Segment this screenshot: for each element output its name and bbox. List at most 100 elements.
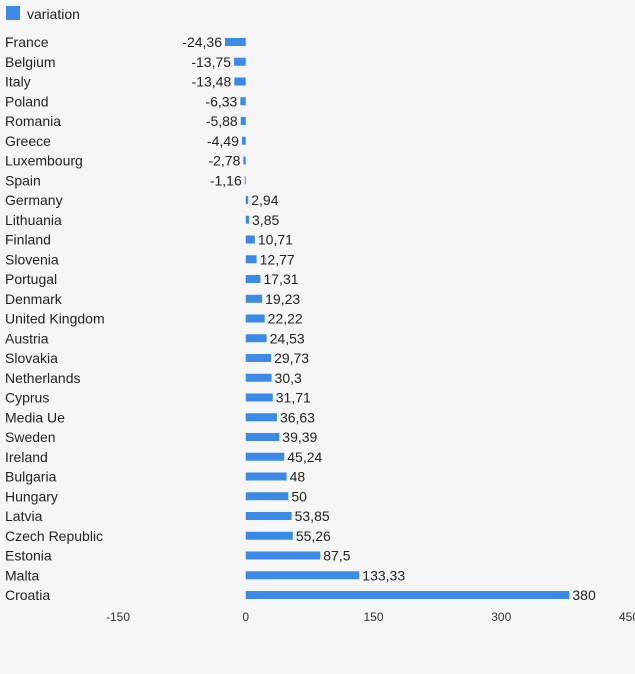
value-label: 380 [572, 587, 596, 603]
category-label: Media Ue [5, 409, 65, 425]
category-label: Italy [5, 74, 31, 90]
value-label: 87,5 [323, 548, 350, 564]
value-label: 31,71 [276, 390, 311, 406]
category-label: Greece [5, 133, 51, 149]
x-axis: -150 0 150 300 450 [106, 610, 635, 624]
bar [245, 452, 285, 461]
value-label: 19,23 [265, 291, 300, 307]
value-label: -2,78 [208, 153, 240, 169]
value-label: 133,33 [362, 567, 405, 583]
bar [245, 531, 293, 540]
category-label: Slovakia [5, 350, 58, 366]
bar [244, 176, 246, 185]
x-tick-label: 450 [619, 610, 635, 624]
category-label: Bulgaria [5, 469, 57, 485]
bar [245, 334, 267, 343]
bar [245, 354, 272, 362]
bar [245, 255, 257, 264]
value-label: -13,48 [192, 74, 232, 90]
category-label: Finland [5, 232, 51, 248]
category-label: France [5, 34, 49, 50]
category-label: Netherlands [5, 370, 81, 386]
bar [245, 373, 272, 382]
category-label: Sweden [5, 429, 56, 445]
x-tick-label: 300 [491, 610, 511, 624]
value-labels: -24,36 -13,75 -13,48 -6,33 -5,88 -4,49 -2,78 -1… [182, 34, 596, 603]
value-label: 55,26 [296, 528, 331, 544]
bar [234, 77, 246, 86]
category-label: Slovenia [5, 251, 59, 267]
value-label: 50 [291, 488, 307, 504]
category-label: Austria [5, 330, 49, 346]
bar [245, 196, 249, 204]
bar [245, 314, 265, 323]
value-label: 2,94 [251, 192, 278, 208]
value-label: 22,22 [268, 311, 303, 327]
bars [225, 38, 570, 599]
category-label: Romania [5, 113, 61, 129]
category-label: Luxembourg [5, 153, 83, 169]
bar [245, 571, 360, 580]
bar [240, 97, 246, 106]
bar [245, 235, 255, 244]
value-label: 30,3 [275, 370, 302, 386]
bar [245, 393, 273, 402]
category-label: Denmark [5, 291, 63, 307]
value-label: 29,73 [274, 350, 309, 366]
category-label: Malta [5, 567, 39, 583]
value-label: 48 [290, 469, 306, 485]
category-label: Hungary [5, 488, 58, 504]
category-label: Spain [5, 172, 41, 188]
category-label: Germany [5, 192, 63, 208]
category-label: Portugal [5, 271, 57, 287]
bar [245, 433, 280, 441]
value-label: 17,31 [263, 271, 298, 287]
value-label: 24,53 [270, 330, 305, 346]
category-label: Ireland [5, 449, 48, 465]
x-tick-label: -150 [106, 610, 130, 624]
bar [241, 136, 246, 145]
bar [245, 215, 250, 224]
bar [234, 57, 246, 66]
value-label: -24,36 [182, 34, 222, 50]
value-label: 39,39 [282, 429, 317, 445]
category-label: Czech Republic [5, 528, 103, 544]
value-label: 12,77 [260, 251, 295, 267]
bar [245, 551, 321, 560]
value-label: 3,85 [252, 212, 279, 228]
value-label: -1,16 [210, 172, 242, 188]
category-label: Cyprus [5, 390, 49, 406]
value-label: -4,49 [207, 133, 239, 149]
category-label: Estonia [5, 548, 52, 564]
bar [245, 275, 261, 283]
bar [245, 492, 289, 501]
legend: variation [6, 6, 80, 22]
category-label: Lithuania [5, 212, 62, 228]
bar [240, 117, 246, 125]
category-label: United Kingdom [5, 311, 105, 327]
category-label: Belgium [5, 54, 56, 70]
value-label: -13,75 [191, 54, 231, 70]
category-label: Poland [5, 93, 49, 109]
legend-label: variation [27, 6, 80, 22]
category-label: Croatia [5, 587, 50, 603]
bar [245, 591, 570, 599]
category-labels: France Belgium Italy Poland Romania Greece Lux… [5, 34, 105, 603]
bar [245, 294, 263, 303]
category-label: Latvia [5, 508, 43, 524]
bar [225, 38, 246, 46]
value-label: 36,63 [280, 409, 315, 425]
bar [245, 472, 287, 481]
legend-swatch [6, 6, 20, 20]
value-label: -5,88 [206, 113, 238, 129]
x-tick-label: 150 [363, 610, 383, 624]
value-label: 45,24 [287, 449, 322, 465]
value-label: 53,85 [295, 508, 330, 524]
bar [245, 413, 277, 422]
value-label: -6,33 [205, 93, 237, 109]
bar [245, 512, 292, 520]
value-label: 10,71 [258, 232, 293, 248]
x-tick-label: 0 [242, 610, 249, 624]
bar [243, 156, 246, 165]
